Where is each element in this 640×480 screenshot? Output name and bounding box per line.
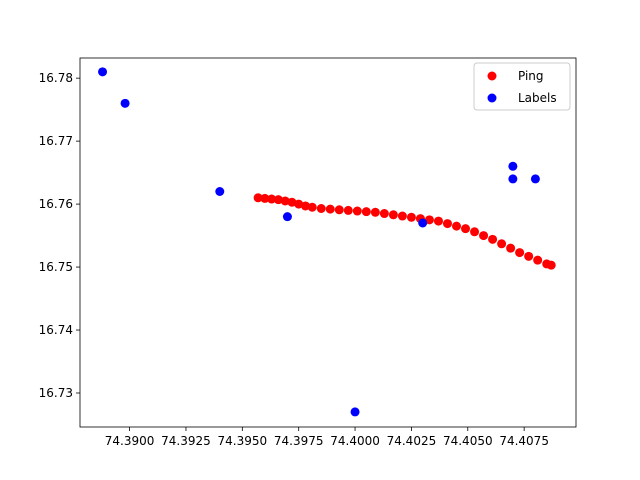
data-point-ping	[253, 193, 263, 203]
y-tick-label: 16.76	[39, 197, 73, 211]
data-point-ping	[397, 211, 407, 221]
y-tick-label: 16.74	[39, 323, 73, 337]
data-point-ping	[388, 210, 398, 220]
data-point-ping	[406, 212, 416, 222]
x-tick-label: 74.4000	[330, 434, 380, 448]
data-point-ping	[479, 231, 489, 241]
data-point-ping	[461, 224, 471, 234]
data-point-ping	[497, 239, 507, 249]
data-point-ping	[424, 215, 434, 225]
data-point-ping	[343, 205, 353, 215]
data-point-labels	[508, 174, 518, 184]
x-tick-label: 74.3950	[218, 434, 268, 448]
legend-label-ping: Ping	[518, 69, 544, 83]
data-point-ping	[379, 209, 389, 219]
legend-marker-ping	[487, 71, 497, 81]
y-tick-label: 16.73	[39, 386, 73, 400]
legend-label-labels: Labels	[518, 91, 557, 105]
x-tick-label: 74.3925	[161, 434, 211, 448]
data-point-ping	[273, 195, 283, 205]
data-point-labels	[120, 98, 130, 108]
x-tick-label: 74.3975	[274, 434, 324, 448]
data-point-ping	[325, 204, 335, 214]
data-point-ping	[524, 251, 534, 261]
data-point-ping	[287, 197, 297, 207]
data-point-ping	[370, 207, 380, 217]
axes-frame	[79, 57, 577, 428]
data-point-ping	[433, 216, 443, 226]
data-point-ping	[334, 205, 344, 215]
data-point-ping	[506, 243, 516, 253]
data-point-labels	[98, 67, 108, 77]
data-point-labels	[215, 186, 225, 196]
plot-area	[98, 67, 556, 417]
x-tick-label: 74.4075	[499, 434, 549, 448]
data-point-ping	[442, 219, 452, 229]
data-point-labels	[418, 218, 428, 228]
legend-marker-labels	[487, 93, 497, 103]
data-point-ping	[452, 221, 462, 231]
x-tick-label: 74.4050	[443, 434, 493, 448]
data-point-ping	[294, 199, 304, 209]
data-point-ping	[533, 255, 543, 265]
data-point-ping	[488, 234, 498, 244]
data-point-ping	[300, 201, 310, 211]
data-point-ping	[316, 203, 326, 213]
y-tick-label: 16.78	[39, 71, 73, 85]
data-point-labels	[350, 407, 360, 417]
x-tick-label: 74.3900	[105, 434, 155, 448]
x-tick-label: 74.4025	[387, 434, 437, 448]
data-point-ping	[515, 248, 525, 258]
legend: Ping Labels	[473, 62, 571, 111]
data-point-ping	[280, 196, 290, 206]
data-point-ping	[470, 227, 480, 237]
data-point-labels	[282, 212, 292, 222]
y-tick-label: 16.77	[39, 134, 73, 148]
data-point-ping	[546, 260, 556, 270]
data-point-labels	[530, 174, 540, 184]
legend-box	[473, 62, 571, 111]
data-point-ping	[361, 207, 371, 217]
data-point-labels	[508, 161, 518, 171]
y-tick-label: 16.75	[39, 260, 73, 274]
data-point-ping	[260, 193, 270, 203]
data-point-ping	[307, 202, 317, 212]
data-point-ping	[352, 206, 362, 216]
axes: 74.3900 74.3925 74.3950 74.3975 74.4000 74.40…	[39, 71, 549, 448]
data-point-ping	[267, 194, 277, 204]
